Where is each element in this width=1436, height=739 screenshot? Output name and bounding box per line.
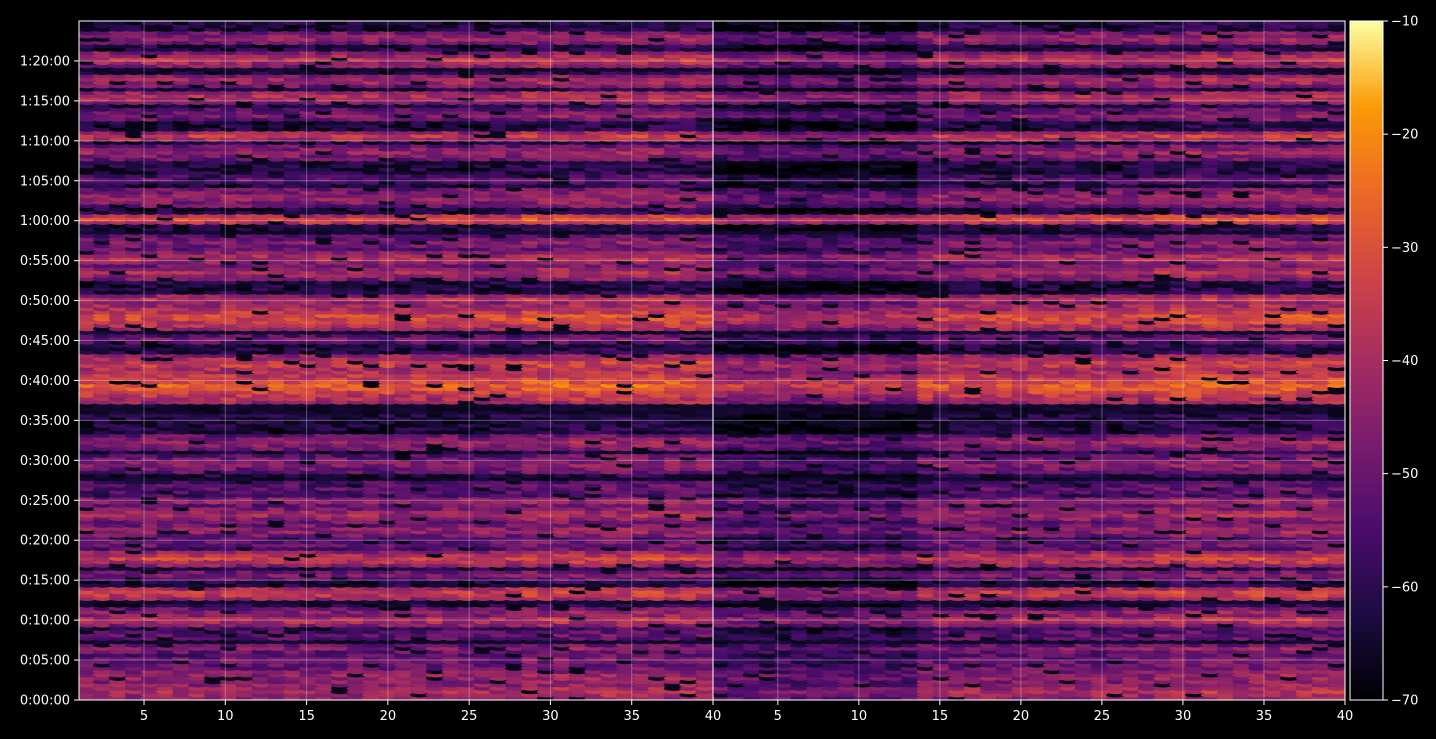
heatmap-cells-left	[79, 21, 713, 700]
heatmap-panel-left: 5 10 15 20 25 30 35 40 0:00:000:05:000:10:000:1…	[20, 20, 721, 724]
